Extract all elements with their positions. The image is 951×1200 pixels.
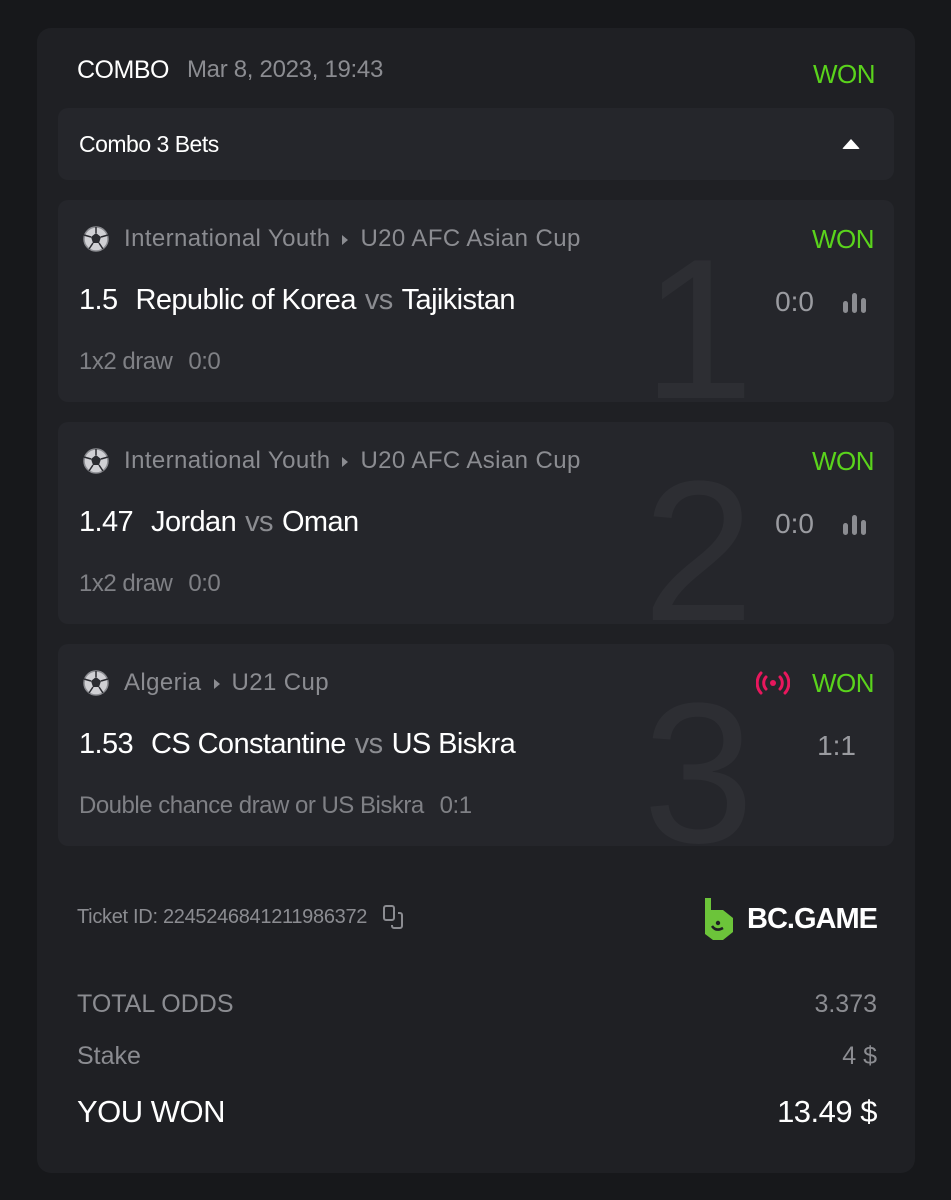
bet-leg-status: WON — [811, 223, 875, 254]
brand-logo: BC.GAME — [701, 896, 878, 942]
market-score: 0:1 — [439, 792, 472, 819]
bet-odds: 1.5 — [79, 284, 118, 316]
country-name: International Youth — [124, 447, 331, 474]
soccer-ball-icon — [83, 226, 109, 252]
match-score: 0:0 — [775, 508, 814, 539]
ticket-id: Ticket ID: 2245246841211986372 — [77, 904, 407, 930]
bet-header: COMBO Mar 8, 2023, 19:43 WON — [77, 52, 876, 89]
bet-odds: 1.47 — [79, 506, 134, 538]
ticket-id-label: Ticket ID: 2245246841211986372 — [77, 905, 368, 928]
bet-slip-card: COMBO Mar 8, 2023, 19:43 WON Combo 3 Bet… — [37, 28, 915, 1173]
caret-right-icon — [342, 234, 349, 245]
match-score: 1:1 — [817, 730, 856, 761]
bet-leg-status: WON — [811, 667, 875, 698]
market-name: Double chance draw or US Biskra — [79, 792, 424, 819]
bet-leg-card[interactable]: 3 Algeria U21 Cup WON 1.53 CS Constantine vs US… — [58, 644, 894, 846]
bet-status: WON — [812, 58, 876, 89]
total-odds-label: TOTAL ODDS — [77, 990, 234, 1018]
bet-leg-header: Algeria U21 Cup WON — [82, 666, 875, 700]
soccer-ball-icon — [83, 670, 109, 696]
country-name: Algeria — [124, 669, 202, 696]
league-breadcrumb: Algeria U21 Cup — [124, 669, 329, 697]
home-team: Jordan — [151, 506, 237, 538]
market-row: 1x2 draw 0:0 — [79, 570, 221, 598]
combo-label: Combo 3 Bets — [79, 130, 219, 157]
away-team: US Biskra — [391, 728, 516, 760]
market-score: 0:0 — [188, 570, 221, 597]
away-team: Oman — [281, 506, 359, 538]
payout-label: YOU WON — [77, 1094, 226, 1129]
match-row: 1.47 Jordan vs Oman — [79, 506, 359, 539]
live-broadcast-icon — [755, 671, 790, 695]
bet-odds: 1.53 — [79, 728, 134, 760]
league-name: U20 AFC Asian Cup — [360, 225, 581, 252]
bet-leg-index: 3 — [642, 662, 754, 847]
market-name: 1x2 draw — [79, 348, 173, 375]
soccer-ball-icon — [83, 448, 109, 474]
vs-label: vs — [364, 284, 393, 316]
vs-label: vs — [354, 728, 383, 760]
payout-value: 13.49 $ — [777, 1094, 877, 1129]
match-score: 0:0 — [775, 286, 814, 317]
vs-label: vs — [245, 506, 273, 538]
brand-name: BC.GAME — [747, 902, 878, 935]
bet-leg-card[interactable]: 2 International Youth U20 AFC Asian Cup WON… — [58, 422, 894, 624]
market-row: Double chance draw or US Biskra 0:1 — [79, 792, 472, 820]
caret-right-icon — [342, 456, 349, 467]
match-row: 1.53 CS Constantine vs US Biskra — [79, 728, 516, 761]
bc-game-logo-icon — [705, 898, 734, 940]
combo-toggle[interactable]: Combo 3 Bets — [58, 108, 894, 180]
home-team: CS Constantine — [151, 728, 346, 760]
bet-leg-header: International Youth U20 AFC Asian Cup WON — [82, 222, 875, 256]
bet-leg-index: 2 — [642, 440, 754, 625]
market-name: 1x2 draw — [79, 570, 173, 597]
stats-icon[interactable] — [842, 292, 868, 314]
total-odds-row: TOTAL ODDS 3.373 — [77, 990, 877, 1019]
away-team: Tajikistan — [401, 284, 516, 316]
home-team: Republic of Korea — [135, 284, 357, 316]
stake-label: Stake — [77, 1042, 141, 1070]
league-name: U21 Cup — [231, 669, 330, 696]
market-score: 0:0 — [188, 348, 221, 375]
bet-leg-header: International Youth U20 AFC Asian Cup WON — [82, 444, 875, 478]
league-breadcrumb: International Youth U20 AFC Asian Cup — [124, 447, 581, 475]
caret-right-icon — [213, 678, 220, 689]
copy-icon[interactable] — [381, 904, 407, 930]
market-row: 1x2 draw 0:0 — [79, 348, 221, 376]
bet-date: Mar 8, 2023, 19:43 — [186, 56, 384, 83]
stats-icon[interactable] — [842, 514, 868, 536]
chevron-up-icon — [842, 139, 860, 149]
payout-row: YOU WON 13.49 $ — [77, 1094, 877, 1130]
bet-leg-status: WON — [811, 445, 875, 476]
country-name: International Youth — [124, 225, 331, 252]
stake-value: 4 $ — [842, 1042, 877, 1070]
total-odds-value: 3.373 — [814, 990, 877, 1018]
league-name: U20 AFC Asian Cup — [360, 447, 581, 474]
bet-leg-card[interactable]: 1 International Youth U20 AFC Asian Cup WON… — [58, 200, 894, 402]
bet-type: COMBO — [77, 55, 169, 84]
stake-row: Stake 4 $ — [77, 1042, 877, 1071]
match-row: 1.5 Republic of Korea vs Tajikistan — [79, 284, 516, 317]
league-breadcrumb: International Youth U20 AFC Asian Cup — [124, 225, 581, 253]
bet-leg-index: 1 — [642, 218, 754, 403]
